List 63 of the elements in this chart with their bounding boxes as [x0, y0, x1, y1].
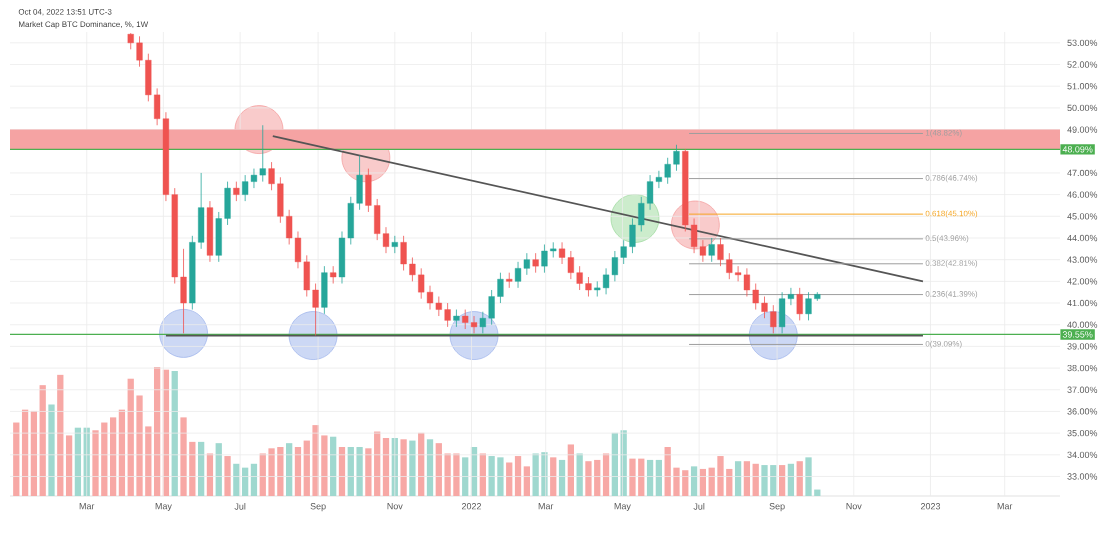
- bar: [550, 457, 557, 496]
- bar: [409, 440, 416, 496]
- bar: [796, 461, 803, 496]
- bar: [558, 459, 566, 496]
- bar: [21, 409, 29, 496]
- bar: [48, 404, 55, 496]
- bar: [57, 374, 64, 496]
- bar: [778, 465, 786, 496]
- bar: [787, 463, 795, 496]
- bar: [479, 453, 486, 496]
- bar: [734, 461, 742, 496]
- bar: [576, 453, 583, 496]
- candlestick: [796, 287, 803, 321]
- bar: [180, 417, 187, 496]
- bar: [224, 456, 231, 496]
- bar: [506, 462, 513, 496]
- bar: [743, 461, 751, 496]
- bar: [761, 465, 768, 496]
- bar: [602, 453, 610, 496]
- bar: [330, 436, 337, 496]
- bar: [215, 443, 222, 496]
- bar: [321, 435, 328, 496]
- candlestick: [233, 181, 240, 202]
- bar: [418, 432, 425, 496]
- candlestick: [779, 291, 786, 334]
- bar: [690, 466, 698, 496]
- bar: [717, 456, 724, 496]
- bar: [198, 441, 205, 496]
- bar: [286, 443, 293, 496]
- bar: [382, 438, 390, 496]
- candlestick: [321, 265, 328, 315]
- bar: [400, 439, 407, 496]
- bar: [462, 457, 469, 496]
- candlestick: [506, 272, 513, 289]
- candlestick: [250, 168, 258, 189]
- bar: [153, 367, 161, 496]
- bar: [250, 463, 258, 496]
- bar: [233, 463, 240, 496]
- bar: [611, 432, 619, 496]
- bar: [646, 459, 654, 496]
- bar: [567, 444, 574, 496]
- candlestick: [514, 261, 522, 289]
- bar: [629, 458, 636, 496]
- bar: [514, 456, 522, 496]
- candlestick: [532, 252, 539, 274]
- bar: [206, 453, 214, 496]
- bar: [39, 385, 46, 496]
- candlestick: [206, 200, 214, 263]
- bar: [109, 417, 117, 496]
- bar: [92, 430, 99, 496]
- candlestick: [470, 315, 478, 334]
- bar: [752, 463, 759, 496]
- bar: [171, 370, 178, 496]
- bar: [585, 461, 592, 496]
- candlestick: [558, 241, 566, 265]
- bar: [294, 447, 302, 496]
- bar: [338, 447, 346, 496]
- bar: [426, 439, 434, 496]
- bar: [356, 447, 363, 496]
- candlestick: [708, 237, 715, 263]
- bar: [699, 468, 707, 496]
- bar: [805, 457, 812, 496]
- bar: [655, 459, 663, 496]
